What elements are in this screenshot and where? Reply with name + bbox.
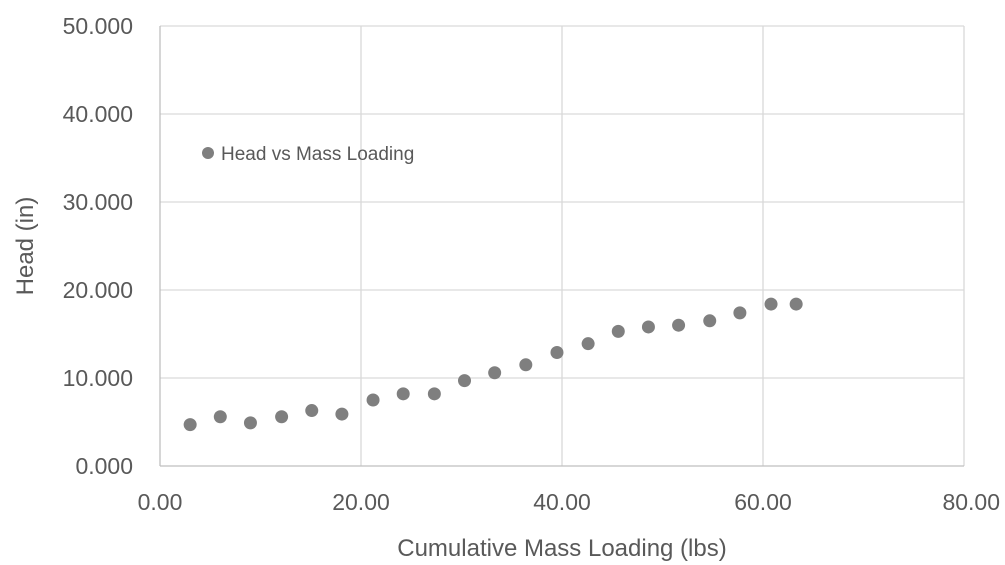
y-tick-label: 50.000 xyxy=(63,13,133,39)
y-tick-label: 10.000 xyxy=(63,365,133,391)
data-point xyxy=(183,418,197,432)
gridlines xyxy=(160,25,965,466)
data-point xyxy=(519,358,533,372)
data-point xyxy=(366,393,380,407)
x-tick-label: 40.00 xyxy=(533,489,591,515)
y-tick-label: 0.000 xyxy=(75,453,133,479)
data-point xyxy=(427,387,441,401)
y-tick-label: 20.000 xyxy=(63,277,133,303)
x-tick-label: 0.00 xyxy=(138,489,183,515)
data-point xyxy=(213,410,227,424)
x-tick-label: 80.00 xyxy=(942,489,1000,515)
x-tick-label: 20.00 xyxy=(332,489,390,515)
data-point xyxy=(396,387,410,401)
y-tick-label: 40.000 xyxy=(63,101,133,127)
y-tick-label: 30.000 xyxy=(63,189,133,215)
data-point xyxy=(458,374,472,388)
data-point xyxy=(275,410,289,424)
data-points xyxy=(183,297,803,432)
legend-marker xyxy=(202,147,214,159)
data-point xyxy=(581,337,595,351)
data-point xyxy=(789,297,803,311)
data-point xyxy=(672,318,686,332)
data-point xyxy=(611,324,625,338)
legend-label: Head vs Mass Loading xyxy=(221,144,414,165)
legend: Head vs Mass Loading xyxy=(202,144,414,165)
x-axis-title: Cumulative Mass Loading (lbs) xyxy=(397,535,726,562)
data-point xyxy=(733,306,747,320)
data-point xyxy=(305,404,319,418)
axes xyxy=(159,26,964,467)
data-point xyxy=(764,297,778,311)
data-point xyxy=(335,407,349,421)
data-point xyxy=(703,314,717,328)
y-axis-title: Head (in) xyxy=(12,197,39,296)
data-point xyxy=(641,320,655,334)
x-axis-tick-labels: 0.00 20.00 40.00 60.00 80.00 xyxy=(138,489,1000,515)
x-tick-label: 60.00 xyxy=(734,489,792,515)
data-point xyxy=(488,366,502,380)
data-point xyxy=(550,345,564,359)
y-axis-tick-labels: 0.000 10.000 20.000 30.000 40.000 50.000 xyxy=(63,13,133,479)
data-point xyxy=(243,416,257,430)
